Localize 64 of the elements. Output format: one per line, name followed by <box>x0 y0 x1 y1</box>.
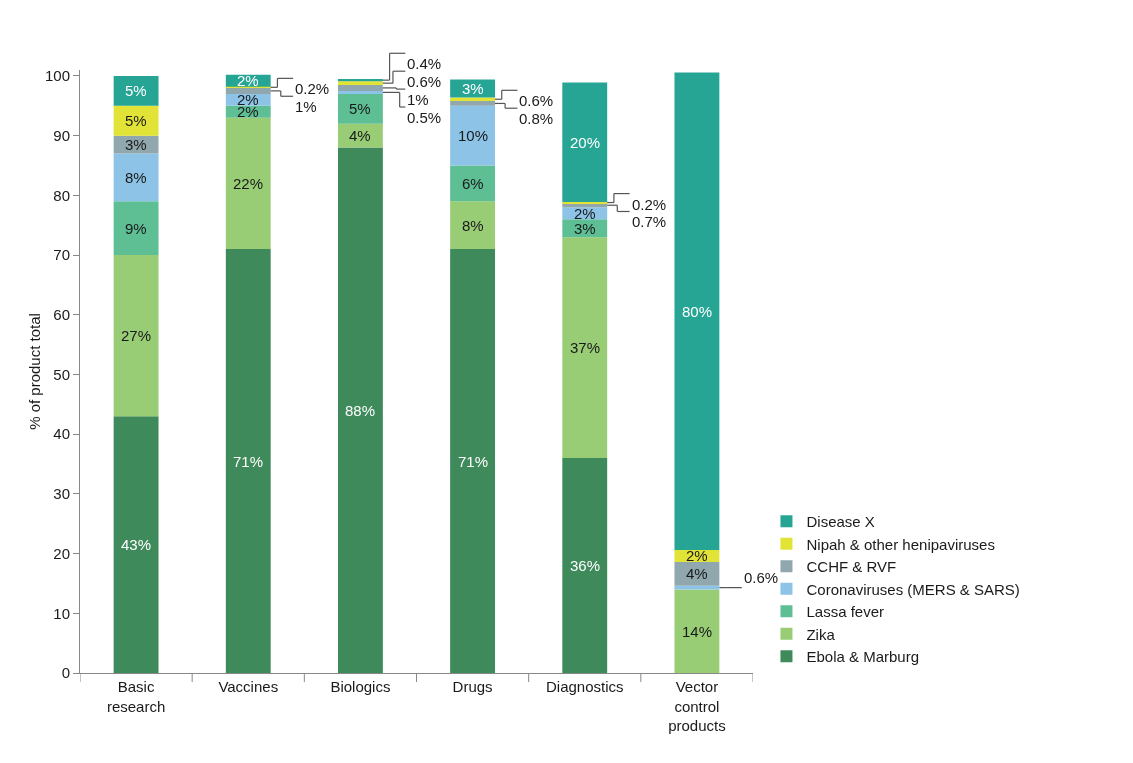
data-label: 8% <box>125 169 147 186</box>
data-label: 20% <box>570 134 601 151</box>
data-label: 5% <box>125 82 147 99</box>
y-axis-title: % of product total <box>26 313 43 430</box>
y-tick-label: 60 <box>53 306 70 324</box>
legend-label: CCHF & RVF <box>806 558 897 576</box>
data-label: 71% <box>458 453 489 470</box>
legend-label: Nipah & other henipaviruses <box>806 535 995 553</box>
y-tick-label: 90 <box>53 126 70 144</box>
data-label: 37% <box>570 339 601 356</box>
x-tick-label: Vaccines <box>218 678 279 695</box>
data-label: 6% <box>462 175 484 192</box>
y-tick-label: 20 <box>53 544 70 562</box>
y-tick-label: 40 <box>53 425 70 443</box>
data-label: 0.4% <box>407 55 442 72</box>
data-label: 2% <box>237 91 259 108</box>
y-tick-label: 70 <box>53 246 70 264</box>
data-label: 3% <box>462 80 484 97</box>
y-tick-label: 10 <box>53 604 70 622</box>
data-label: 27% <box>121 327 152 344</box>
data-label: 4% <box>349 127 371 144</box>
data-label: 2% <box>686 547 708 564</box>
data-label: 0.6% <box>407 73 442 90</box>
data-label: 9% <box>125 220 147 237</box>
data-label: 14% <box>682 623 713 640</box>
data-label: 71% <box>233 453 264 470</box>
legend-label: Coronaviruses (MERS & SARS) <box>806 580 1020 598</box>
x-tick-label: Diagnostics <box>545 678 624 695</box>
data-label: 3% <box>574 220 596 237</box>
data-label: 10% <box>458 127 489 144</box>
data-label: 1% <box>295 98 317 115</box>
data-label: 2% <box>237 72 259 89</box>
data-label: 0.2% <box>632 196 667 213</box>
y-tick-label: 50 <box>53 365 70 383</box>
legend-label: Disease X <box>806 513 875 531</box>
legend-label: Ebola & Marburg <box>806 648 920 666</box>
data-label: 0.5% <box>407 109 442 126</box>
data-label: 0.8% <box>519 110 554 127</box>
data-label: 0.2% <box>295 80 330 97</box>
x-tick-label: Biologics <box>330 678 391 695</box>
legend-label: Zika <box>806 625 836 643</box>
x-tick-label: Drugs <box>452 678 493 695</box>
data-label: 80% <box>682 303 713 320</box>
data-label: 4% <box>686 565 708 582</box>
x-tick-label: Vector control products <box>668 678 726 734</box>
data-label: 0.7% <box>632 213 667 230</box>
data-label: 5% <box>125 112 147 129</box>
data-label: 1% <box>407 91 429 108</box>
data-label: 0.6% <box>744 569 779 586</box>
y-tick-label: 0 <box>61 664 70 682</box>
x-tick-label: Basic research <box>106 678 166 715</box>
data-label: 2% <box>574 205 596 222</box>
legend-label: Lassa fever <box>806 603 885 621</box>
y-tick-label: 100 <box>44 67 70 85</box>
data-label: 88% <box>345 402 376 419</box>
y-tick-label: 30 <box>53 485 70 503</box>
y-tick-label: 80 <box>53 186 70 204</box>
data-label: 0.6% <box>519 92 554 109</box>
data-label: 36% <box>570 557 601 574</box>
data-label: 22% <box>233 175 264 192</box>
data-label: 3% <box>125 136 147 153</box>
data-label: 8% <box>462 217 484 234</box>
data-label: 43% <box>121 536 152 553</box>
data-label: 5% <box>349 100 371 117</box>
